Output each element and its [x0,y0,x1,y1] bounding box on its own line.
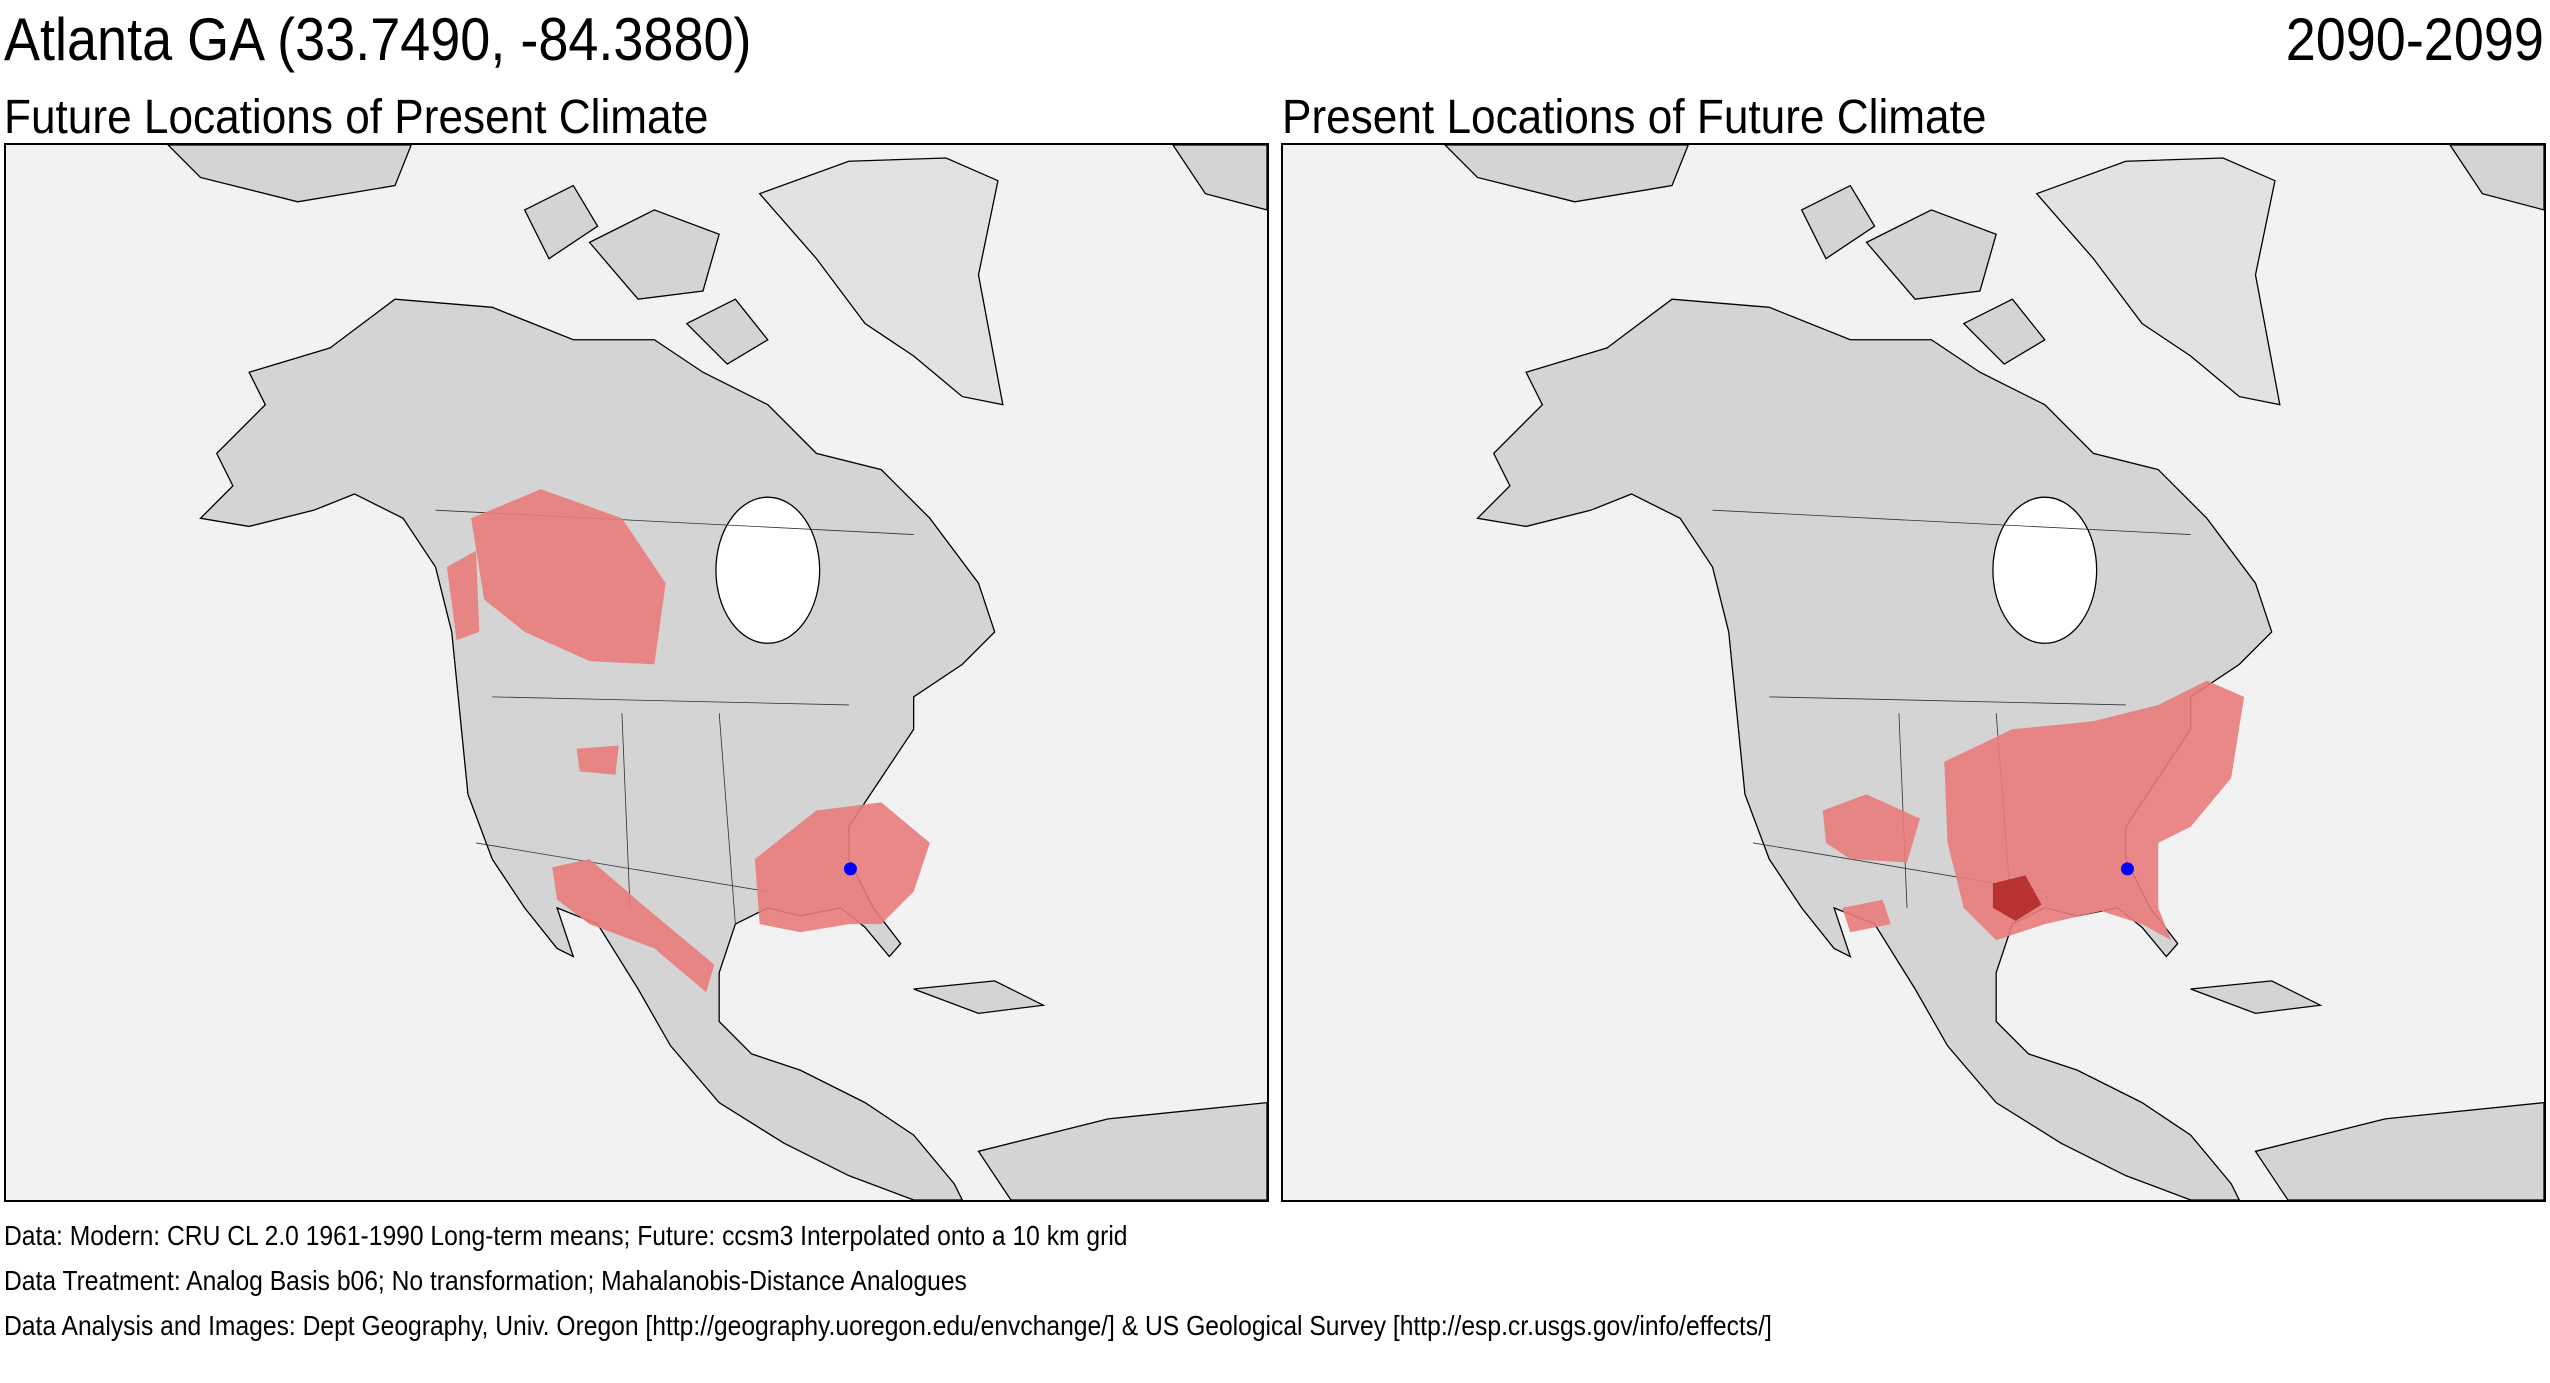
political-border [492,696,849,706]
site-marker-atlanta [843,862,857,876]
location-title: Atlanta GA (33.7490, -84.3880) [4,6,752,73]
panel-title-present-locations: Present Locations of Future Climate [1282,91,1987,144]
island [588,209,720,300]
climate-analog-region [446,550,480,641]
panel-title-future-locations: Future Locations of Present Climate [4,91,709,144]
map-present-locations [1281,143,2546,1202]
climate-analog-region [1822,794,1920,863]
island [2254,1101,2544,1200]
map-future-locations [4,143,1269,1202]
island [167,145,412,203]
north-america-map [6,145,1267,1200]
island [2190,980,2323,1015]
greenland [758,157,1004,406]
island [913,980,1046,1015]
climate-analog-region [576,745,619,775]
site-marker-atlanta [2120,862,2134,876]
island [1962,298,2046,365]
island [1172,145,1267,211]
climate-analog-region [471,489,666,665]
climate-analog-region [1944,680,2245,941]
climate-analog-region [754,802,930,933]
political-border [718,713,736,925]
political-border [621,713,631,908]
north-america-map [1283,145,2544,1200]
strong-analog-region [1992,875,2042,921]
footer-data-treatment: Data Treatment: Analog Basis b06; No tra… [4,1265,967,1296]
political-border [1712,509,2191,535]
climate-analog-region [552,859,715,993]
hudson-bay [1992,496,2098,644]
island [977,1101,1267,1200]
political-border [1769,696,2126,706]
footer-data-source: Data: Modern: CRU CL 2.0 1961-1990 Long-… [4,1220,1128,1251]
time-period: 2090-2099 [2285,6,2544,73]
political-border [475,842,768,893]
island [1800,184,1876,260]
greenland [2035,157,2281,406]
climate-analog-region [1842,899,1891,933]
political-border [1898,713,1908,908]
island [1444,145,1689,203]
footer-data-analysis: Data Analysis and Images: Dept Geography… [4,1310,1772,1341]
island [2449,145,2544,211]
island [1865,209,1997,300]
hudson-bay [715,496,821,644]
island [523,184,599,260]
island [685,298,769,365]
